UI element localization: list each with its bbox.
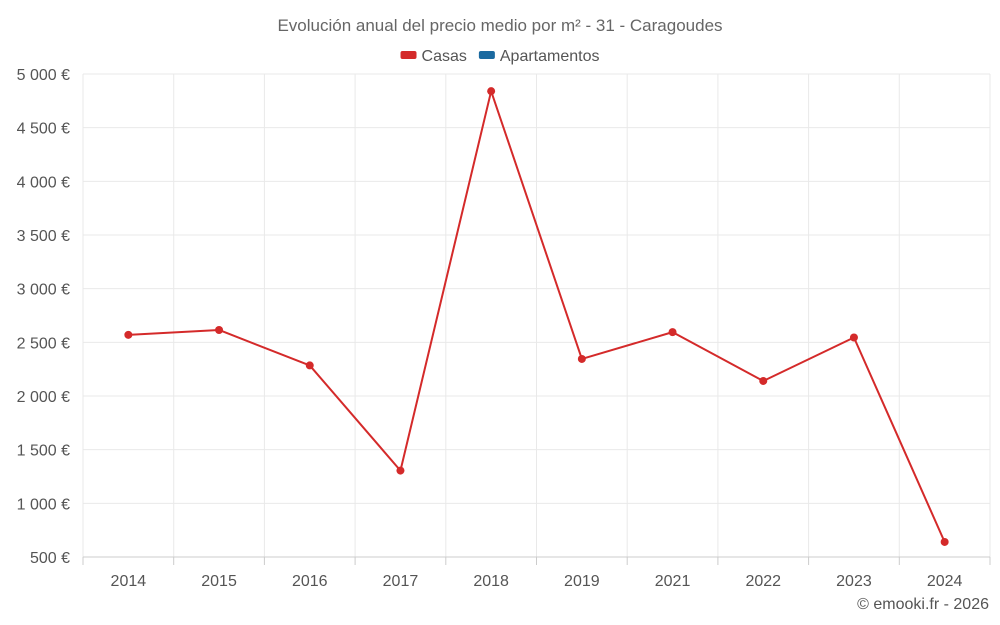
data-point[interactable] (305, 361, 314, 370)
y-tick-label: 3 500 € (17, 228, 70, 245)
legend-swatch (478, 51, 495, 59)
x-tick-label: 2022 (745, 573, 781, 590)
legend-item-casas[interactable]: Casas (400, 48, 467, 65)
y-tick-label: 1 500 € (17, 443, 70, 460)
data-point[interactable] (487, 87, 496, 96)
series-layer (124, 87, 949, 546)
legend-label: Apartamentos (500, 48, 600, 65)
data-point[interactable] (940, 537, 949, 546)
series-line-casas (128, 90, 946, 543)
x-tick-label: 2021 (655, 573, 691, 590)
data-point[interactable] (124, 330, 133, 339)
x-tick-label: 2014 (111, 573, 147, 590)
y-tick-label: 2 000 € (17, 389, 70, 406)
data-point[interactable] (215, 325, 224, 334)
x-axis-ticks: 2014 2015 2016 2017 2018 2019 2021 2022 2023 2024 (82, 557, 991, 590)
data-point[interactable] (396, 466, 405, 475)
x-tick-label: 2017 (383, 573, 419, 590)
y-axis-ticks: 500 € 1 000 € 1 500 € 2 000 € 2 500 € 3 000 €… (17, 67, 70, 567)
x-tick-label: 2023 (836, 573, 872, 590)
y-tick-label: 3 000 € (17, 282, 70, 299)
y-tick-label: 5 000 € (17, 67, 70, 84)
legend: Casas Apartamentos (400, 48, 600, 65)
chart-title: Evolución anual del precio medio por m² … (277, 16, 722, 35)
data-point[interactable] (759, 376, 768, 385)
y-tick-label: 2 500 € (17, 335, 70, 352)
x-tick-label: 2024 (927, 573, 963, 590)
legend-label: Casas (422, 48, 467, 65)
x-tick-label: 2016 (292, 573, 328, 590)
y-tick-label: 500 € (30, 550, 70, 567)
credit-text: © emooki.fr - 2026 (857, 596, 989, 613)
data-point[interactable] (577, 354, 586, 363)
y-tick-label: 4 000 € (17, 174, 70, 191)
x-tick-label: 2018 (473, 573, 509, 590)
y-tick-label: 1 000 € (17, 496, 70, 513)
legend-item-apartamentos[interactable]: Apartamentos (478, 48, 600, 65)
data-point[interactable] (849, 333, 858, 342)
x-tick-label: 2015 (201, 573, 237, 590)
data-point[interactable] (668, 328, 677, 337)
legend-swatch (400, 51, 417, 59)
y-tick-label: 4 500 € (17, 121, 70, 138)
grid (82, 73, 991, 558)
x-tick-label: 2019 (564, 573, 600, 590)
